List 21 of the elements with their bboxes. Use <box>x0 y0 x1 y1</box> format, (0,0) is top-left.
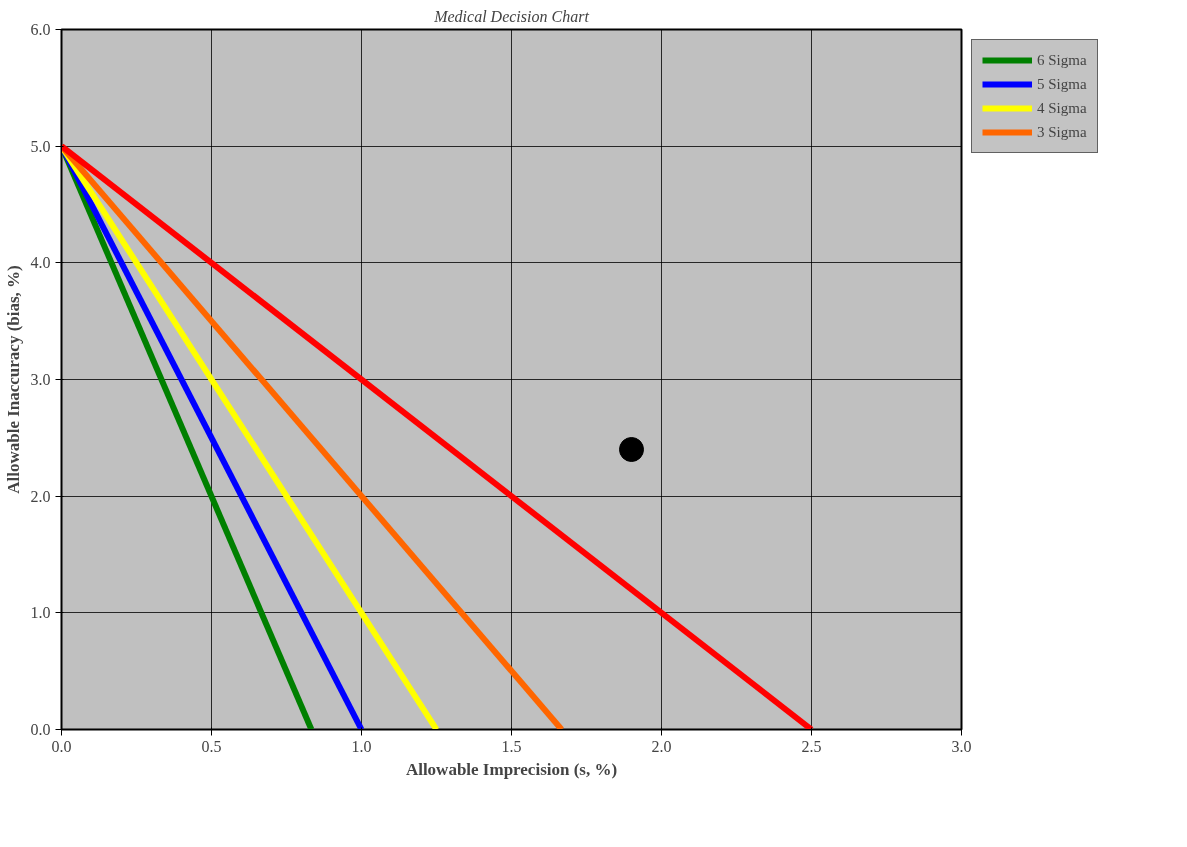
y-tick-label: 4.0 <box>30 254 51 272</box>
x-tick-label: 1.5 <box>501 737 522 755</box>
legend-label: 4 Sigma <box>1037 99 1087 117</box>
legend-label: 5 Sigma <box>1037 75 1087 93</box>
x-tick-label: 2.5 <box>801 737 822 755</box>
y-tick-label: 5.0 <box>30 137 51 155</box>
y-axis-title: Allowable Inaccuracy (bias, %) <box>3 265 23 494</box>
x-tick-label: 0.5 <box>201 737 222 755</box>
legend-label: 3 Sigma <box>1037 123 1087 141</box>
x-tick-label: 0.0 <box>51 737 72 755</box>
y-tick-label: 2.0 <box>30 487 51 505</box>
y-tick-label: 3.0 <box>30 371 51 388</box>
x-axis-title: Allowable Imprecision (s, %) <box>405 759 618 779</box>
x-tick-label: 1.0 <box>351 737 372 755</box>
y-tick-label: 6.0 <box>30 21 51 38</box>
chart-title: Medical Decision Chart <box>433 7 590 25</box>
y-tick-label: 1.0 <box>30 604 51 622</box>
x-tick-label: 2.0 <box>651 737 672 755</box>
y-tick-label: 0.0 <box>30 721 51 738</box>
x-tick-label: 3.0 <box>951 737 972 755</box>
legend-label: 6 Sigma <box>1037 51 1087 69</box>
